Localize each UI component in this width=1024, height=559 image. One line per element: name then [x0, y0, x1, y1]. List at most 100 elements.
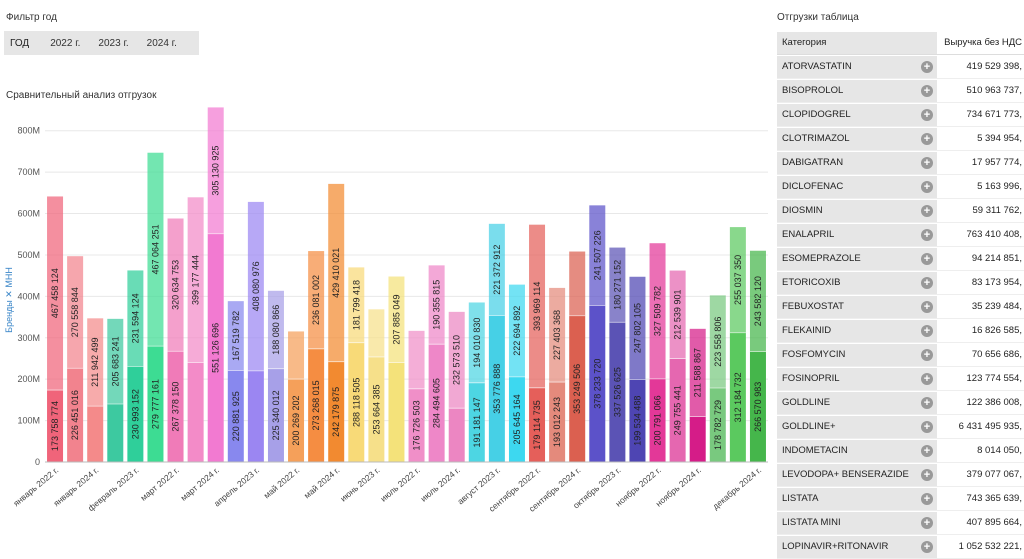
expand-plus-icon[interactable]: + [921, 420, 933, 433]
category-cell[interactable]: LEVODOPA+ BENSERAZIDE + [777, 463, 937, 486]
bar-data-label: 191 181 147 [472, 397, 482, 447]
bar-segment-upper [67, 256, 84, 369]
category-name: FOSFOMYCIN [782, 349, 846, 360]
category-cell[interactable]: BISOPROLOL + [777, 79, 937, 102]
expand-plus-icon[interactable]: + [921, 60, 933, 73]
table-row: CLOPIDOGREL + 734 671 773, [777, 103, 1024, 127]
expand-plus-icon[interactable]: + [921, 468, 933, 481]
table-row: INDOMETACIN +8 014 050, [777, 439, 1024, 463]
expand-plus-icon[interactable]: + [921, 396, 933, 409]
bar-data-label: 226 451 016 [70, 390, 80, 440]
column-header-category[interactable]: Категория [777, 32, 937, 54]
bar-data-label: 467 064 251 [150, 224, 160, 274]
expand-plus-icon[interactable]: + [921, 348, 933, 361]
expand-plus-icon[interactable]: + [921, 516, 933, 529]
category-cell[interactable]: GOLDLINE+ + [777, 415, 937, 438]
category-cell[interactable]: GOLDLINE + [777, 391, 937, 414]
category-name: DICLOFENAC [782, 181, 844, 192]
category-cell[interactable]: FEBUXOSTAT + [777, 295, 937, 318]
bar-data-label: 320 634 753 [171, 260, 181, 310]
bar-segment-upper [167, 218, 184, 352]
expand-plus-icon[interactable]: + [921, 108, 933, 121]
year-option-2024[interactable]: 2024 г. [146, 37, 177, 49]
revenue-cell: 5 163 996, [977, 181, 1022, 192]
bar-data-label: 279 777 161 [150, 379, 160, 429]
expand-plus-icon[interactable]: + [921, 444, 933, 457]
category-name: CLOTRIMAZOL [782, 133, 850, 144]
table-row: ATORVASTATIN +419 529 398, [777, 55, 1024, 79]
category-cell[interactable]: DICLOFENAC + [777, 175, 937, 198]
revenue-cell: 510 963 737, [966, 85, 1022, 96]
bar-segment-upper [709, 295, 726, 388]
table-row: GOLDLINE +122 386 008, [777, 391, 1024, 415]
category-cell[interactable]: ETORICOXIB + [777, 271, 937, 294]
revenue-cell: 419 529 398, [966, 61, 1022, 72]
expand-plus-icon[interactable]: + [921, 276, 933, 289]
expand-plus-icon[interactable]: + [921, 228, 933, 241]
bar-segment-lower [669, 358, 686, 462]
y-tick-label: 0 [35, 457, 40, 467]
bar-data-label: 205 683 241 [110, 336, 120, 386]
expand-plus-icon[interactable]: + [921, 540, 933, 553]
bar-segment-lower [288, 379, 305, 462]
category-name: BISOPROLOL [782, 85, 844, 96]
bar-data-label: 353 249 506 [572, 364, 582, 414]
category-cell[interactable]: LISTATA + [777, 487, 937, 510]
bar-data-label: 288 118 505 [351, 378, 361, 427]
expand-plus-icon[interactable]: + [921, 204, 933, 217]
category-cell[interactable]: DIOSMIN + [777, 199, 937, 222]
table-row: FLEKAINID +16 826 585, [777, 319, 1024, 343]
bar-data-label: 378 233 720 [592, 359, 602, 409]
bar-segment-lower [428, 344, 445, 462]
expand-plus-icon[interactable]: + [921, 372, 933, 385]
bar-segment-upper [488, 223, 505, 316]
bar-data-label: 173 758 774 [50, 401, 60, 451]
expand-plus-icon[interactable]: + [921, 252, 933, 265]
category-cell[interactable]: ENALAPRIL + [777, 223, 937, 246]
shipments-bar-chart: 0 100M 200M 300M 400M 500M 600M 700M 800M Бренды … [4, 107, 768, 514]
bar-segment-upper [729, 227, 746, 333]
expand-plus-icon[interactable]: + [921, 300, 933, 313]
expand-plus-icon[interactable]: + [921, 132, 933, 145]
expand-plus-icon[interactable]: + [921, 156, 933, 169]
year-option-2022[interactable]: 2022 г. [50, 37, 81, 49]
bar-segment-upper [247, 201, 264, 371]
bar-data-label: 223 558 806 [713, 317, 723, 367]
bar-segment-upper [689, 328, 706, 417]
category-cell[interactable]: DABIGATRAN + [777, 151, 937, 174]
category-cell[interactable]: INDOMETACIN + [777, 439, 937, 462]
bar-segment-upper [47, 196, 64, 391]
category-cell[interactable]: FLEKAINID + [777, 319, 937, 342]
bar-segment-lower [729, 332, 746, 462]
revenue-cell: 734 671 773, [966, 109, 1022, 120]
bar-segment-lower [47, 390, 64, 462]
category-cell[interactable]: CLOPIDOGREL + [777, 103, 937, 126]
x-tick-label: июль 2022 г. [378, 465, 421, 504]
expand-plus-icon[interactable]: + [921, 180, 933, 193]
category-name: LOPINAVIR+RITONAVIR [782, 541, 889, 552]
bar-segment-upper [368, 309, 385, 357]
y-tick-label: 700M [17, 167, 40, 177]
category-cell[interactable]: ESOMEPRAZOLE + [777, 247, 937, 270]
category-cell[interactable]: FOSFOMYCIN + [777, 343, 937, 366]
category-cell[interactable]: CLOTRIMAZOL + [777, 127, 937, 150]
bar-segment-upper [589, 205, 606, 306]
expand-plus-icon[interactable]: + [921, 492, 933, 505]
bar-segment-upper [388, 276, 405, 363]
category-cell[interactable]: LOPINAVIR+RITONAVIR + [777, 535, 937, 558]
category-cell[interactable]: ATORVASTATIN + [777, 55, 937, 78]
table-row: LEVODOPA+ BENSERAZIDE +379 077 067, [777, 463, 1024, 487]
year-option-2023[interactable]: 2023 г. [98, 37, 129, 49]
category-name: FLEKAINID [782, 325, 832, 336]
bar-segment-lower [328, 361, 345, 462]
category-cell[interactable]: LISTATA MINI + [777, 511, 937, 534]
category-name: ATORVASTATIN [782, 61, 852, 72]
revenue-cell: 407 895 664, [966, 517, 1022, 528]
expand-plus-icon[interactable]: + [921, 84, 933, 97]
expand-plus-icon[interactable]: + [921, 324, 933, 337]
bar-data-label: 199 534 488 [632, 396, 642, 446]
bar-data-label: 207 885 049 [391, 295, 401, 345]
category-cell[interactable]: FOSINOPRIL + [777, 367, 937, 390]
column-header-revenue[interactable]: Выручка без НДС [944, 37, 1022, 48]
year-filter-label: ГОД [10, 37, 30, 49]
